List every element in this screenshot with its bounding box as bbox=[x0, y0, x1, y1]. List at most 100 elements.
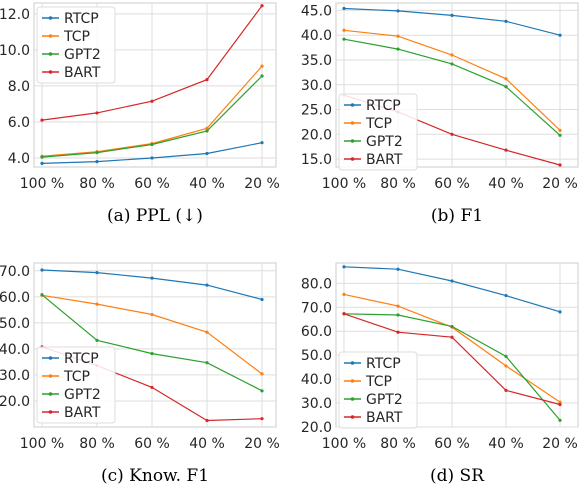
x-tick-label: 20 % bbox=[542, 436, 578, 452]
legend-marker bbox=[48, 374, 53, 378]
x-tick-label: 80 % bbox=[79, 436, 115, 452]
y-tick-label: 25.0 bbox=[301, 103, 332, 119]
x-tick-label: 80 % bbox=[79, 176, 115, 192]
legend-marker bbox=[350, 397, 355, 401]
x-tick-label: 60 % bbox=[434, 436, 470, 452]
x-tick-label: 20 % bbox=[244, 436, 280, 452]
y-tick-label: 15.0 bbox=[301, 152, 332, 168]
data-point-rtcp bbox=[504, 19, 508, 23]
data-point-tcp bbox=[504, 364, 508, 368]
y-tick-label: 50.0 bbox=[0, 316, 30, 332]
legend: RTCP TCP GPT2 BART bbox=[338, 93, 418, 171]
legend-label: TCP bbox=[365, 374, 392, 390]
legend-label: RTCP bbox=[64, 351, 99, 367]
legend-frame bbox=[36, 346, 116, 424]
subplot-c: 20.0 30.0 40.0 50.0 60.0 70.0 100 % 80 % 60 % 40 … bbox=[0, 262, 280, 486]
data-point-rtcp bbox=[205, 151, 209, 156]
legend: RTCP TCP GPT2 BART bbox=[36, 6, 116, 84]
y-tick-label: 20.0 bbox=[301, 420, 332, 436]
legend-label: GPT2 bbox=[366, 392, 403, 408]
data-point-rtcp bbox=[95, 271, 99, 275]
subplot-d: 20.0 30.0 40.0 50.0 60.0 70.0 80.0 100 % 80 % 60 … bbox=[301, 262, 579, 486]
x-tick-label: 80 % bbox=[380, 436, 416, 452]
legend-marker bbox=[350, 121, 355, 125]
legend-marker bbox=[350, 379, 355, 383]
x-tick-label: 60 % bbox=[434, 176, 470, 192]
legend-label: TCP bbox=[63, 29, 90, 45]
y-tick-label: 80.0 bbox=[301, 276, 332, 292]
data-point-rtcp bbox=[260, 297, 264, 302]
legend-label: BART bbox=[64, 405, 101, 421]
legend-label: GPT2 bbox=[64, 387, 101, 403]
legend-label: RTCP bbox=[366, 98, 401, 114]
data-point-gpt2 bbox=[504, 85, 508, 89]
data-point-tcp bbox=[342, 28, 346, 32]
data-point-gpt2 bbox=[558, 133, 562, 137]
y-tick-label: 60.0 bbox=[0, 290, 30, 306]
x-tick-label: 40 % bbox=[488, 436, 524, 452]
legend: RTCP TCP GPT2 BART bbox=[36, 346, 116, 424]
x-tick-label: 100 % bbox=[20, 176, 64, 192]
legend-label: BART bbox=[366, 410, 403, 426]
data-point-rtcp bbox=[40, 268, 44, 272]
data-point-bart bbox=[40, 118, 44, 122]
x-tick-label: 60 % bbox=[134, 436, 170, 452]
data-point-gpt2 bbox=[95, 150, 99, 155]
y-tick-label: 30.0 bbox=[301, 78, 332, 94]
y-tick-label: 4.0 bbox=[8, 151, 30, 167]
x-tick-label: 100 % bbox=[322, 176, 366, 192]
data-point-tcp bbox=[558, 400, 562, 404]
legend-frame bbox=[36, 6, 116, 84]
data-point-bart bbox=[396, 330, 400, 334]
legend-marker bbox=[48, 70, 53, 74]
data-point-gpt2 bbox=[260, 389, 264, 393]
y-tick-label: 60.0 bbox=[301, 324, 332, 340]
legend-label: BART bbox=[366, 152, 403, 168]
data-point-gpt2 bbox=[450, 324, 454, 329]
x-tick-label: 40 % bbox=[488, 176, 524, 192]
data-point-tcp bbox=[95, 302, 99, 306]
data-point-bart bbox=[450, 335, 454, 339]
data-point-rtcp bbox=[558, 33, 562, 37]
data-point-rtcp bbox=[40, 161, 44, 165]
x-tick-label: 100 % bbox=[20, 436, 64, 452]
legend-label: BART bbox=[64, 65, 101, 81]
legend-marker bbox=[48, 52, 53, 56]
legend-label: TCP bbox=[365, 116, 392, 132]
data-point-bart bbox=[342, 312, 346, 316]
data-point-tcp bbox=[260, 64, 264, 68]
legend-marker bbox=[48, 410, 53, 414]
x-tick-label: 60 % bbox=[134, 176, 170, 192]
data-point-gpt2 bbox=[205, 129, 209, 133]
data-point-gpt2 bbox=[558, 418, 562, 422]
data-point-rtcp bbox=[396, 267, 400, 271]
data-point-gpt2 bbox=[260, 74, 264, 78]
x-tick-label: 100 % bbox=[322, 436, 366, 452]
legend-marker bbox=[350, 415, 355, 419]
y-tick-label: 10.0 bbox=[0, 43, 30, 59]
y-tick-label: 40.0 bbox=[0, 342, 30, 358]
data-point-bart bbox=[205, 77, 209, 82]
data-point-bart bbox=[260, 417, 264, 421]
x-tick-label: 20 % bbox=[542, 176, 578, 192]
y-tick-label: 6.0 bbox=[8, 115, 30, 131]
data-point-rtcp bbox=[558, 310, 562, 314]
data-point-tcp bbox=[396, 34, 400, 38]
data-point-rtcp bbox=[396, 9, 400, 13]
subplot-caption: (b) F1 bbox=[431, 206, 483, 226]
subplot-caption: (d) SR bbox=[430, 466, 485, 486]
legend-label: GPT2 bbox=[366, 134, 403, 150]
data-point-bart bbox=[260, 4, 264, 8]
data-point-rtcp bbox=[150, 276, 154, 280]
data-point-tcp bbox=[205, 126, 209, 130]
data-point-bart bbox=[558, 402, 562, 407]
data-point-gpt2 bbox=[150, 351, 154, 356]
legend-label: GPT2 bbox=[64, 47, 101, 63]
data-point-tcp bbox=[260, 372, 264, 376]
x-tick-label: 20 % bbox=[244, 176, 280, 192]
data-point-bart bbox=[150, 385, 154, 390]
y-tick-label: 30.0 bbox=[301, 396, 332, 412]
data-point-gpt2 bbox=[40, 293, 44, 297]
y-tick-label: 40.0 bbox=[301, 28, 332, 44]
subplot-b: 15.0 20.0 25.0 30.0 35.0 40.0 45.0 100 % 80 % 60 … bbox=[301, 2, 579, 226]
